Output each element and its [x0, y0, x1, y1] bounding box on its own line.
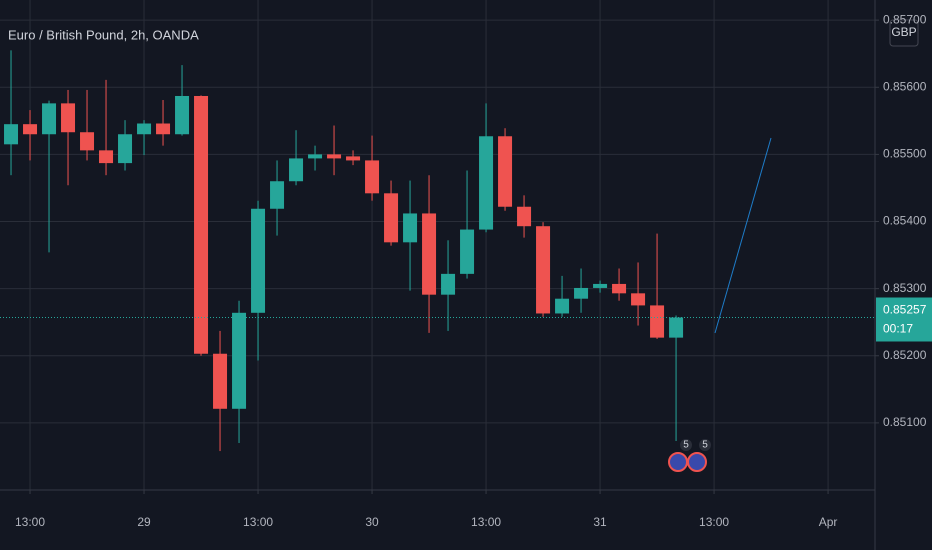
x-tick-label: 13:00 [243, 515, 273, 529]
candle-body [460, 229, 475, 274]
candle-body [384, 193, 399, 243]
candle-body [61, 103, 76, 133]
candle-body [536, 226, 551, 314]
candle-body [422, 213, 437, 295]
candle-body [42, 103, 57, 135]
countdown-label: 00:17 [883, 322, 913, 336]
candle-body [441, 273, 456, 295]
candle-body [118, 134, 133, 164]
candle-body [612, 283, 627, 294]
event-badge [699, 439, 711, 451]
candle-body [365, 160, 380, 194]
candle-body [631, 293, 646, 306]
candle-body [194, 95, 209, 354]
candle-body [232, 312, 247, 409]
candle-body [593, 283, 608, 288]
y-tick-label: 0.85700 [883, 12, 927, 26]
x-tick-label: 29 [137, 515, 151, 529]
y-tick-label: 0.85100 [883, 415, 927, 429]
currency-label[interactable]: GBP [891, 25, 916, 39]
candle-body [251, 208, 266, 313]
candle-body [213, 353, 228, 409]
event-count: 5 [683, 440, 689, 451]
candle-body [346, 156, 361, 161]
candle-body [327, 154, 342, 159]
event-icon [687, 452, 707, 472]
candle-body [270, 181, 285, 209]
candle-body [403, 213, 418, 243]
candle-body [669, 317, 684, 338]
candle-body [175, 95, 190, 135]
y-tick-label: 0.85200 [883, 348, 927, 362]
currency-button[interactable] [889, 19, 919, 47]
candle-body [4, 124, 19, 145]
candle-body [99, 150, 114, 164]
candle-body [555, 298, 570, 314]
candle-body [23, 124, 38, 135]
x-tick-label: 13:00 [471, 515, 501, 529]
x-tick-label: 30 [365, 515, 379, 529]
y-tick-label: 0.85600 [883, 79, 927, 93]
x-tick-label: 13:00 [699, 515, 729, 529]
candle-body [517, 206, 532, 227]
event-icon [668, 452, 688, 472]
x-tick-label: 13:00 [15, 515, 45, 529]
last-price-label: 0.85257 [883, 303, 927, 317]
event-count: 5 [702, 440, 708, 451]
x-tick-label: Apr [819, 515, 838, 529]
candle-body [574, 287, 589, 299]
chart-title: Euro / British Pound, 2h, OANDA [8, 27, 199, 42]
x-tick-label: 31 [593, 515, 607, 529]
last-price-box [876, 297, 932, 342]
event-badge [680, 439, 692, 451]
candle-body [308, 154, 323, 159]
candle-body [479, 136, 494, 230]
candle-body [289, 158, 304, 182]
candle-body [650, 305, 665, 338]
y-tick-label: 0.85500 [883, 147, 927, 161]
candle-body [80, 132, 95, 151]
candle-body [137, 123, 152, 135]
y-tick-label: 0.85300 [883, 281, 927, 295]
trend-line [714, 137, 772, 334]
y-tick-label: 0.85400 [883, 214, 927, 228]
candle-body [498, 136, 513, 207]
candle-body [156, 123, 171, 135]
